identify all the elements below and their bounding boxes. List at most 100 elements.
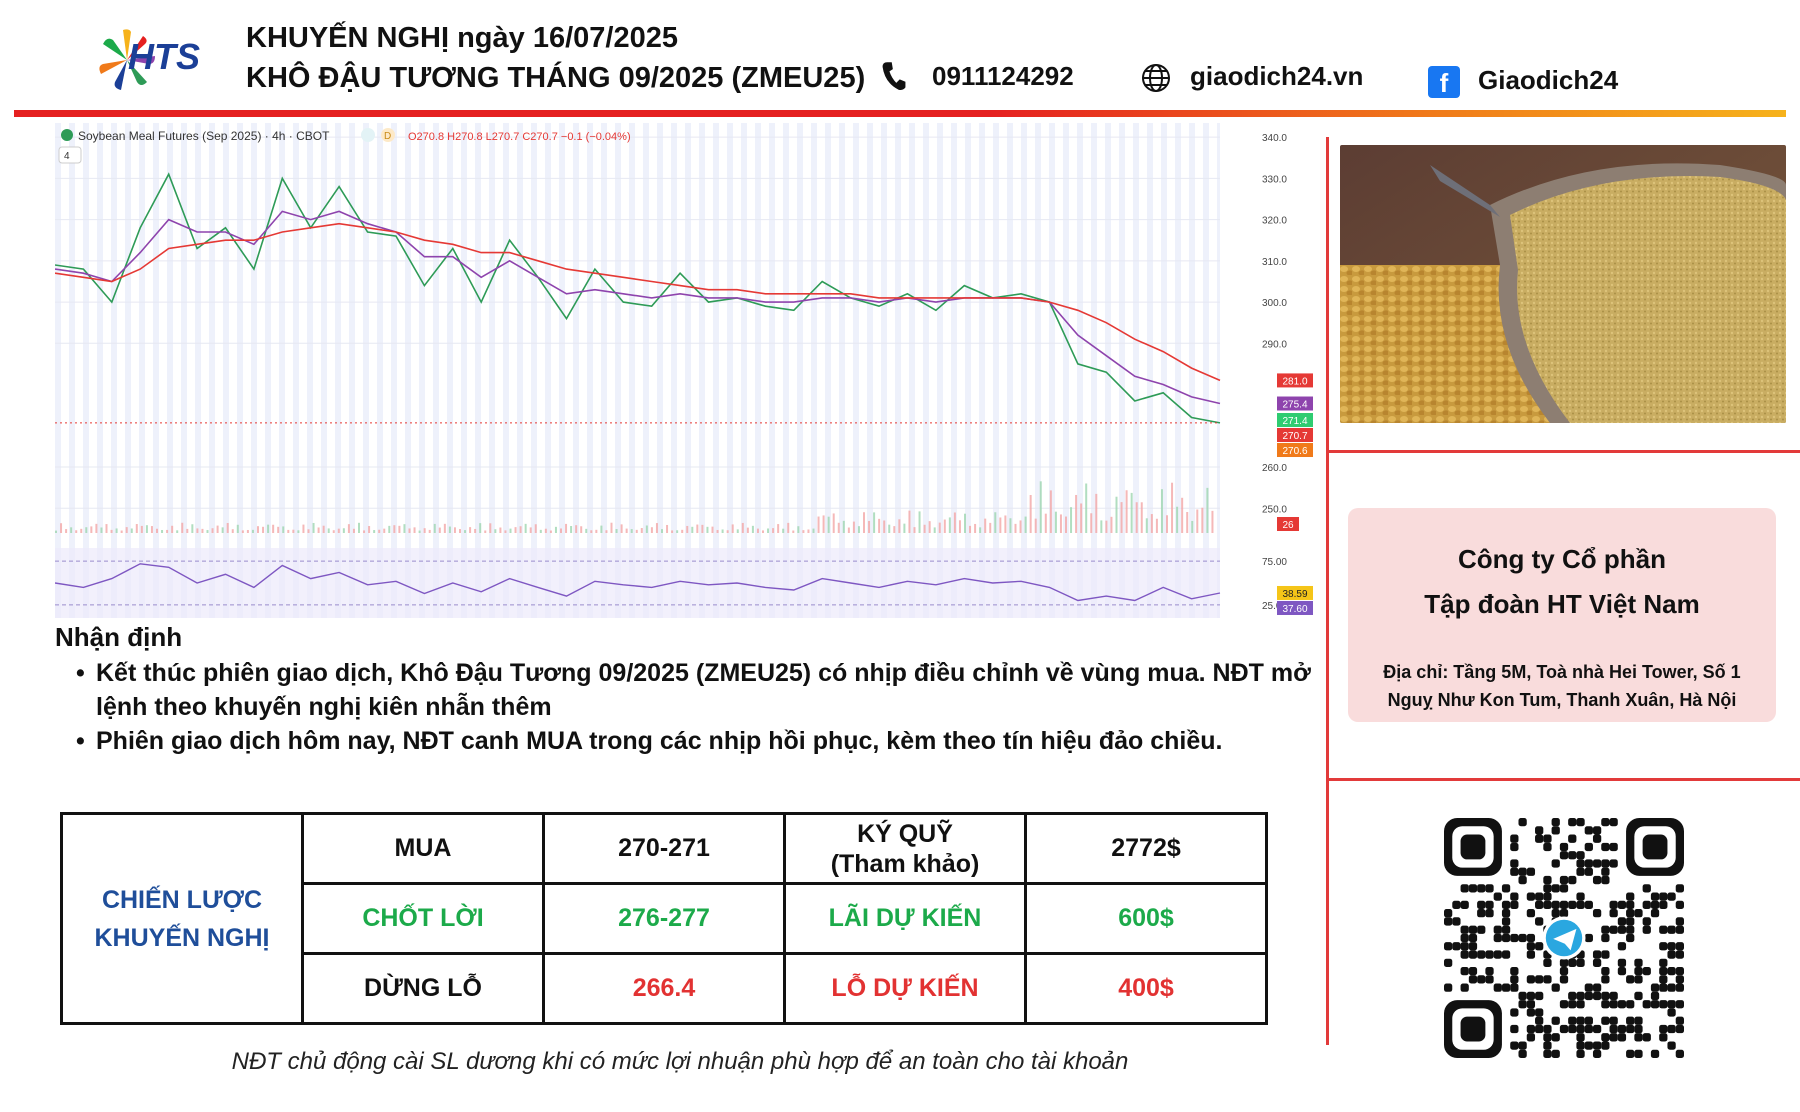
strategy-table: CHIẾN LƯỢC KHUYẾN NGHỊ MUA 270-271 KÝ QU… — [60, 812, 1268, 1025]
facebook-link[interactable]: Giaodich24 — [1478, 65, 1619, 95]
volume-bar — [292, 529, 295, 533]
phone-number[interactable]: 0911124292 — [932, 61, 1074, 91]
volume-bar — [868, 520, 871, 533]
volume-bar — [464, 530, 467, 533]
volume-bar — [999, 517, 1002, 533]
volume-bar — [332, 530, 335, 533]
volume-bar — [499, 527, 502, 533]
volume-bar — [1150, 514, 1153, 533]
volume-bar — [363, 530, 366, 533]
volume-bar — [979, 527, 982, 533]
volume-bar — [519, 526, 522, 533]
volume-bar — [1201, 507, 1204, 533]
price-label-value: 275.4 — [1282, 400, 1307, 411]
volume-bar — [590, 530, 593, 533]
volume-bar — [852, 521, 855, 533]
volume-bar — [1181, 497, 1184, 533]
symbol-icon — [61, 129, 73, 141]
volume-bar — [388, 525, 391, 533]
volume-bar — [1095, 493, 1098, 533]
volume-bar — [549, 530, 552, 533]
volume-bar — [181, 522, 184, 533]
volume-bar — [580, 526, 583, 533]
volume-bar — [923, 524, 926, 533]
volume-bar — [277, 526, 280, 533]
analysis-list: Kết thúc phiên giao dịch, Khô Đậu Tương … — [76, 656, 1316, 758]
volume-bar — [262, 526, 265, 533]
volume-bar — [615, 529, 618, 533]
analysis-heading: Nhận định — [55, 622, 183, 652]
volume-bar — [110, 529, 113, 533]
volume-bar — [393, 525, 396, 533]
volume-bar — [322, 525, 325, 533]
volume-bar — [408, 528, 411, 533]
volume-bar — [352, 528, 355, 533]
volume-bar — [428, 529, 431, 533]
volume-bar — [716, 529, 719, 533]
volume-bar — [1186, 511, 1189, 533]
volume-bar — [595, 529, 598, 533]
header-divider — [14, 110, 1786, 117]
rsi-label-value: 37.60 — [1282, 604, 1307, 615]
volume-bar — [847, 527, 850, 533]
price-label-value: 271.4 — [1282, 416, 1307, 427]
telegram-qr-code[interactable] — [1444, 818, 1684, 1058]
facebook-icon[interactable]: f — [1428, 66, 1460, 98]
take-profit-price: 276-277 — [542, 882, 786, 955]
volume-bar — [792, 530, 795, 533]
volume-bar — [539, 529, 542, 533]
volume-bar — [994, 512, 997, 533]
price-label-badge — [1277, 396, 1313, 411]
volume-bar — [943, 519, 946, 533]
phone-icon — [882, 62, 906, 90]
right-divider-1 — [1329, 450, 1800, 453]
volume-bar — [741, 522, 744, 533]
volume-bar — [145, 525, 148, 533]
volume-bar — [423, 528, 426, 533]
collapse-button[interactable] — [58, 146, 82, 164]
volume-label-badge — [1277, 517, 1299, 531]
volume-bar — [1206, 487, 1209, 533]
volume-bar — [1024, 516, 1027, 533]
company-name-line2: Tập đoàn HT Việt Nam — [1424, 589, 1700, 619]
y-tick-label: 340.0 — [1262, 133, 1287, 144]
volume-bar — [1130, 492, 1133, 533]
volume-bar — [893, 526, 896, 533]
volume-bar — [95, 523, 98, 533]
price-label-badge — [1277, 373, 1313, 388]
footnote: NĐT chủ động cài SL dương khi có mức lợi… — [231, 1048, 1129, 1075]
volume-bar — [1039, 481, 1042, 533]
volume-bar — [903, 523, 906, 533]
analysis-bullet: Kết thúc phiên giao dịch, Khô Đậu Tương … — [76, 656, 1316, 724]
volume-bar — [681, 529, 684, 533]
volume-bar — [80, 528, 83, 533]
volume-bar — [807, 529, 810, 533]
volume-bar — [383, 528, 386, 533]
volume-bar — [958, 520, 961, 533]
volume-bar — [474, 528, 477, 533]
margin-label: KÝ QUỸ (Tham khảo) — [783, 812, 1027, 885]
volume-bar — [342, 528, 345, 533]
volume-bar — [529, 527, 532, 533]
rsi-label-badge — [1277, 600, 1313, 615]
volume-bar — [55, 530, 57, 533]
volume-bar — [120, 530, 123, 533]
volume-bar — [1196, 509, 1199, 533]
volume-bar — [857, 526, 860, 533]
volume-bar — [565, 523, 568, 533]
volume-bar — [105, 524, 108, 533]
volume-bar — [373, 530, 376, 533]
volume-bar — [1009, 518, 1012, 533]
volume-bar — [282, 526, 285, 533]
volume-bar — [156, 528, 158, 533]
volume-bar — [842, 520, 845, 533]
volume-bar — [908, 510, 911, 533]
volume-bar — [201, 528, 204, 533]
right-divider-2 — [1329, 778, 1800, 781]
volume-bar — [711, 526, 714, 533]
volume-bar — [797, 526, 800, 533]
volume-bar — [60, 523, 63, 533]
volume-bar — [812, 528, 815, 533]
website-link[interactable]: giaodich24.vn — [1190, 61, 1364, 91]
volume-bar — [125, 527, 128, 533]
